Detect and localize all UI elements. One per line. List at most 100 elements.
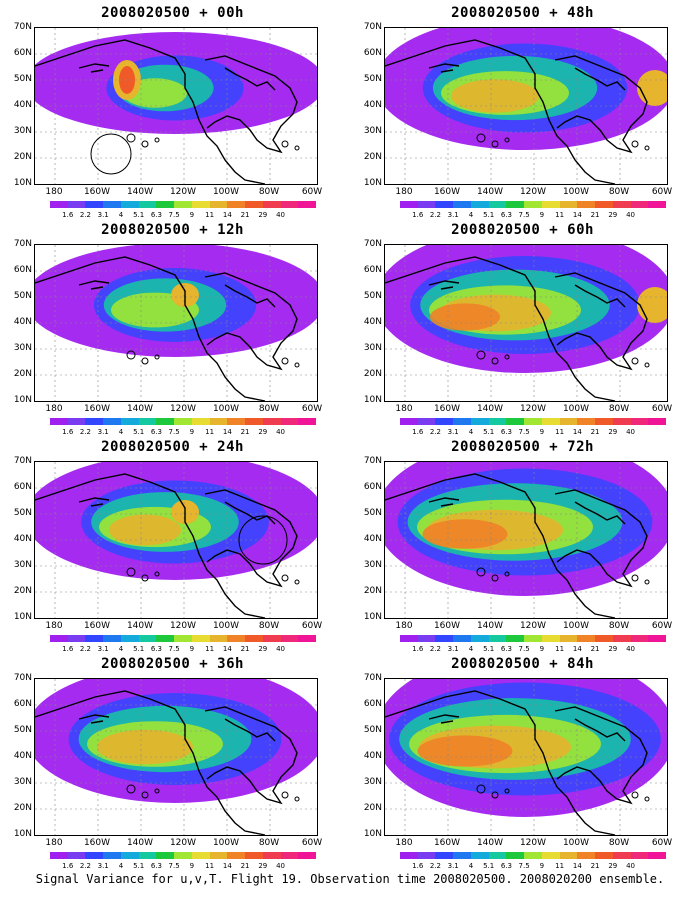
colorbar-label: 9 bbox=[189, 862, 195, 870]
colorbar-swatch bbox=[506, 852, 525, 859]
longitude-label: 140W bbox=[476, 187, 504, 197]
longitude-label: 120W bbox=[519, 621, 547, 631]
island bbox=[631, 574, 639, 582]
colorbar-swatch bbox=[524, 635, 542, 642]
colorbar-swatch bbox=[156, 852, 175, 859]
colorbar-label: 29 bbox=[258, 645, 268, 653]
latitude-label: 30N bbox=[13, 126, 32, 136]
latitude-label: 40N bbox=[13, 534, 32, 544]
colorbar-swatch bbox=[85, 201, 104, 208]
colorbar-label: 1.6 bbox=[412, 862, 424, 870]
colorbar bbox=[50, 201, 317, 208]
colorbar-label: 7.5 bbox=[168, 428, 180, 436]
colorbar-label: 1.6 bbox=[62, 862, 74, 870]
island bbox=[294, 145, 300, 151]
colorbar-label: 40 bbox=[626, 428, 635, 436]
colorbar-swatch bbox=[488, 418, 507, 425]
colorbar-label: 21 bbox=[590, 211, 600, 219]
colorbar-swatch bbox=[488, 852, 507, 859]
latitude-label: 50N bbox=[13, 508, 32, 518]
map-area bbox=[384, 678, 668, 836]
colorbar-swatch bbox=[120, 635, 139, 642]
colorbar-label: 2.2 bbox=[79, 645, 92, 653]
longitude-label: 60W bbox=[651, 838, 673, 848]
colorbar-label: 7.5 bbox=[168, 645, 180, 653]
longitude-label: 80W bbox=[608, 838, 630, 848]
colorbar-swatch bbox=[227, 201, 246, 208]
colorbar-swatch bbox=[630, 852, 649, 859]
longitude-label: 180 bbox=[395, 404, 413, 414]
colorbar-label: 14 bbox=[572, 428, 582, 436]
colorbar-label: 14 bbox=[572, 862, 582, 870]
colorbar-swatch bbox=[85, 418, 104, 425]
island bbox=[491, 140, 499, 148]
colorbar-swatch bbox=[174, 635, 192, 642]
colorbar-swatch bbox=[138, 418, 157, 425]
colorbar-swatch bbox=[648, 201, 667, 208]
colorbar-label: 1.6 bbox=[62, 211, 74, 219]
island bbox=[504, 571, 510, 577]
latitude-label: 30N bbox=[13, 343, 32, 353]
latitude-label: 10N bbox=[363, 178, 382, 188]
colorbar-label: 9 bbox=[539, 645, 545, 653]
coastline bbox=[385, 39, 648, 184]
colorbar-swatch bbox=[435, 635, 454, 642]
colorbar-label: 9 bbox=[539, 211, 545, 219]
colorbar-label: 11 bbox=[555, 862, 565, 870]
island bbox=[154, 788, 160, 794]
panel-title: 2008020500 + 36h bbox=[101, 656, 244, 672]
colorbar-label: 5.1 bbox=[483, 645, 495, 653]
island bbox=[141, 574, 149, 582]
longitude-label: 120W bbox=[169, 838, 197, 848]
colorbar-swatch bbox=[191, 635, 210, 642]
colorbar-label: 4 bbox=[468, 862, 474, 870]
colorbar-label: 9 bbox=[189, 645, 195, 653]
colorbar-swatch bbox=[559, 635, 578, 642]
colorbar-label: 29 bbox=[608, 428, 618, 436]
colorbar-label: 11 bbox=[555, 645, 565, 653]
island bbox=[281, 140, 289, 148]
colorbar-label: 2.2 bbox=[79, 862, 92, 870]
colorbar-label: 6.3 bbox=[500, 211, 512, 219]
colorbar-swatch bbox=[648, 635, 667, 642]
colorbar-swatch bbox=[400, 418, 418, 425]
colorbar-label: 21 bbox=[590, 645, 600, 653]
colorbar-label: 2.2 bbox=[79, 428, 92, 436]
island bbox=[631, 140, 639, 148]
colorbar-swatch bbox=[138, 201, 157, 208]
map-panel: 2008020500 + 00h 70N 60N 50N 40N 30N 20N 10N 180… bbox=[0, 5, 345, 220]
colorbar-swatch bbox=[435, 201, 454, 208]
colorbar-label: 4 bbox=[468, 211, 474, 219]
longitude-label: 100W bbox=[212, 404, 240, 414]
latitude-label: 10N bbox=[13, 178, 32, 188]
colorbar-swatch bbox=[85, 852, 104, 859]
island bbox=[491, 791, 499, 799]
colorbar-label: 11 bbox=[555, 211, 565, 219]
colorbar-swatch bbox=[245, 201, 263, 208]
colorbar-swatch bbox=[156, 201, 175, 208]
colorbar-swatch bbox=[245, 635, 263, 642]
latitude-label: 10N bbox=[363, 395, 382, 405]
colorbar-label: 6.3 bbox=[150, 428, 162, 436]
colorbar-label: 11 bbox=[205, 645, 215, 653]
longitude-label: 160W bbox=[433, 838, 461, 848]
colorbar-swatch bbox=[280, 852, 299, 859]
colorbar-label: 9 bbox=[189, 428, 195, 436]
colorbar-label: 6.3 bbox=[500, 862, 512, 870]
colorbar-swatch bbox=[280, 201, 299, 208]
longitude-label: 160W bbox=[83, 838, 111, 848]
longitude-label: 60W bbox=[651, 621, 673, 631]
target-circle bbox=[238, 515, 288, 565]
colorbar-swatch bbox=[541, 852, 560, 859]
colorbar-label: 3.1 bbox=[97, 862, 109, 870]
latitude-label: 20N bbox=[13, 803, 32, 813]
colorbar-label: 11 bbox=[205, 428, 215, 436]
longitude-label: 60W bbox=[301, 838, 323, 848]
colorbar-label: 21 bbox=[590, 862, 600, 870]
island bbox=[154, 354, 160, 360]
coastline bbox=[35, 256, 298, 401]
colorbar-swatch bbox=[120, 852, 139, 859]
colorbar-swatch bbox=[85, 635, 104, 642]
colorbar-label: 4 bbox=[468, 428, 474, 436]
panel-title: 2008020500 + 12h bbox=[101, 222, 244, 238]
